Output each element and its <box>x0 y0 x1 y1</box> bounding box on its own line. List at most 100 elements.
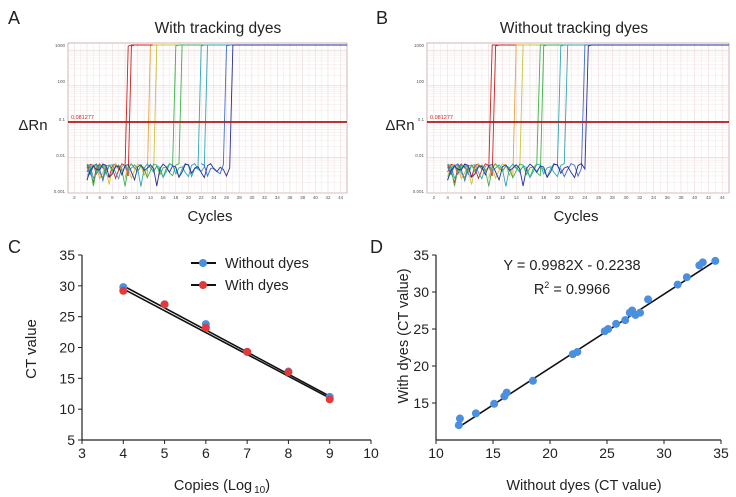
b-xtick-label: 30 <box>624 195 630 200</box>
a-xtick-label: 22 <box>199 195 205 200</box>
d-xtick-label: 15 <box>485 445 501 461</box>
a-xtick-label: 36 <box>287 195 293 200</box>
a-xtick-label: 30 <box>249 195 255 200</box>
b-xtick-label: 10 <box>486 195 492 200</box>
a-xtick-label: 12 <box>135 195 141 200</box>
c-data-point <box>201 323 210 332</box>
panel-b-ytick-0p01: 0.01 <box>415 153 424 158</box>
d-ytick-label: 15 <box>413 395 429 411</box>
b-xtick-label: 22 <box>569 195 575 200</box>
b-xtick-label: 14 <box>514 195 520 200</box>
d-xtick-label: 10 <box>428 445 444 461</box>
panel-b-ytick-0p001: 0.001 <box>413 189 425 194</box>
a-xtick-label: 6 <box>98 195 101 200</box>
panel-d-xlabel: Without dyes (CT value) <box>506 478 661 494</box>
legend-marker-with-dyes <box>199 281 207 289</box>
d-ytick-label: 35 <box>413 247 429 263</box>
c-ytick-label: 15 <box>59 370 75 386</box>
b-xtick-label: 8 <box>474 195 477 200</box>
legend-label-with-dyes: With dyes <box>225 278 289 294</box>
panel-b-ytick-0p1: 0.1 <box>418 117 425 122</box>
panel-b-ylabel: ΔRn <box>385 117 414 134</box>
b-xtick-label: 16 <box>527 195 533 200</box>
d-data-point <box>612 319 621 328</box>
a-xtick-label: 8 <box>111 195 114 200</box>
b-xtick-label: 32 <box>637 195 643 200</box>
panel-d-ylabel: With dyes (CT value) <box>396 268 412 403</box>
d-data-point <box>673 280 682 289</box>
d-data-point <box>621 316 630 325</box>
panel-a-ytick-1000: 1000 <box>55 43 66 48</box>
d-xtick-label: 30 <box>656 445 672 461</box>
d-fit-line <box>458 260 716 428</box>
amplification-plot-b: Without tracking dyes ΔRn Cycles 2 4 6 8 10 1… <box>385 20 730 225</box>
c-xtick-label: 9 <box>326 445 334 461</box>
a-xtick-label: 42 <box>325 195 331 200</box>
b-xtick-label: 28 <box>610 195 616 200</box>
a-xtick-label: 24 <box>211 195 217 200</box>
panel-letter-c: C <box>8 237 21 257</box>
a-xtick-label: 38 <box>300 195 306 200</box>
d-data-point <box>471 409 480 418</box>
panel-b-ytick-1000: 1000 <box>414 43 425 48</box>
legend-label-without-dyes: Without dyes <box>225 256 309 272</box>
b-xtick-label: 40 <box>692 195 698 200</box>
d-data-point <box>604 325 613 333</box>
d-data-point <box>711 256 720 265</box>
a-xtick-label: 4 <box>86 195 89 200</box>
a-xtick-label: 40 <box>313 195 319 200</box>
b-xtick-label: 2 <box>433 195 436 200</box>
c-ytick-label: 20 <box>59 340 75 356</box>
d-xtick-label: 20 <box>542 445 558 461</box>
c-xtick-label: 4 <box>119 445 127 461</box>
c-ytick-label: 30 <box>59 278 75 294</box>
b-xtick-label: 6 <box>460 195 463 200</box>
d-ytick-label: 30 <box>413 284 429 300</box>
a-amplification-curve-navy <box>86 44 347 187</box>
b-xtick-label: 26 <box>596 195 602 200</box>
b-xtick-label: 12 <box>500 195 506 200</box>
panel-a-title: With tracking dyes <box>155 20 282 37</box>
panel-a-ylabel: ΔRn <box>18 117 47 134</box>
b-amplification-curve-navy <box>447 44 729 187</box>
a-xtick-label: 32 <box>262 195 268 200</box>
panel-b-threshold-label: 0.081277 <box>430 115 453 121</box>
d-data-point <box>528 376 537 385</box>
d-ytick-label: 25 <box>413 321 429 337</box>
b-xtick-label: 24 <box>582 195 588 200</box>
c-ytick-label: 5 <box>67 432 75 448</box>
a-xtick-label: 28 <box>237 195 243 200</box>
c-xtick-label: 3 <box>78 445 86 461</box>
b-xtick-label: 44 <box>720 195 726 200</box>
c-fit-line <box>122 288 331 399</box>
panel-a-ytick-0p1: 0.1 <box>59 117 66 122</box>
b-xtick-label: 18 <box>541 195 547 200</box>
a-xtick-label: 10 <box>123 195 129 200</box>
panel-c-xlabel: Copies (Log 10) <box>174 478 270 496</box>
panel-letter-a: A <box>8 8 20 28</box>
d-data-point <box>502 388 511 397</box>
a-xtick-label: 18 <box>173 195 179 200</box>
panel-c-legend: Without dyes With dyes <box>191 256 309 294</box>
panel-d-r-squared: R2 = 0.9966 <box>534 280 610 298</box>
legend-marker-without-dyes <box>199 259 207 267</box>
d-xtick-label: 35 <box>713 445 729 461</box>
b-xtick-label: 36 <box>665 195 671 200</box>
a-xtick-label: 34 <box>275 195 281 200</box>
d-xtick-label: 25 <box>599 445 615 461</box>
panel-b-ytick-100: 100 <box>416 79 424 84</box>
panel-a-ytick-100: 100 <box>57 79 65 84</box>
a-xtick-label: 2 <box>73 195 76 200</box>
panel-d-equation: Y = 0.9982X - 0.2238 <box>503 258 640 274</box>
amplification-plot-a: With tracking dyes ΔRn Cycles 2 4 6 8 10 12 14… <box>18 20 348 225</box>
d-data-point <box>490 399 499 408</box>
c-xtick-label: 7 <box>243 445 251 461</box>
standard-curve-plot-c: CT value Copies (Log 10) 3 4 5 6 7 8 9 10 5 10 15 20… <box>23 247 379 496</box>
c-xtick-label: 8 <box>285 445 293 461</box>
d-data-point <box>455 414 464 423</box>
c-ytick-label: 25 <box>59 309 75 325</box>
d-ytick-label: 20 <box>413 358 429 374</box>
panel-a-threshold-label: 0.081277 <box>71 115 94 121</box>
c-data-point <box>119 286 128 295</box>
